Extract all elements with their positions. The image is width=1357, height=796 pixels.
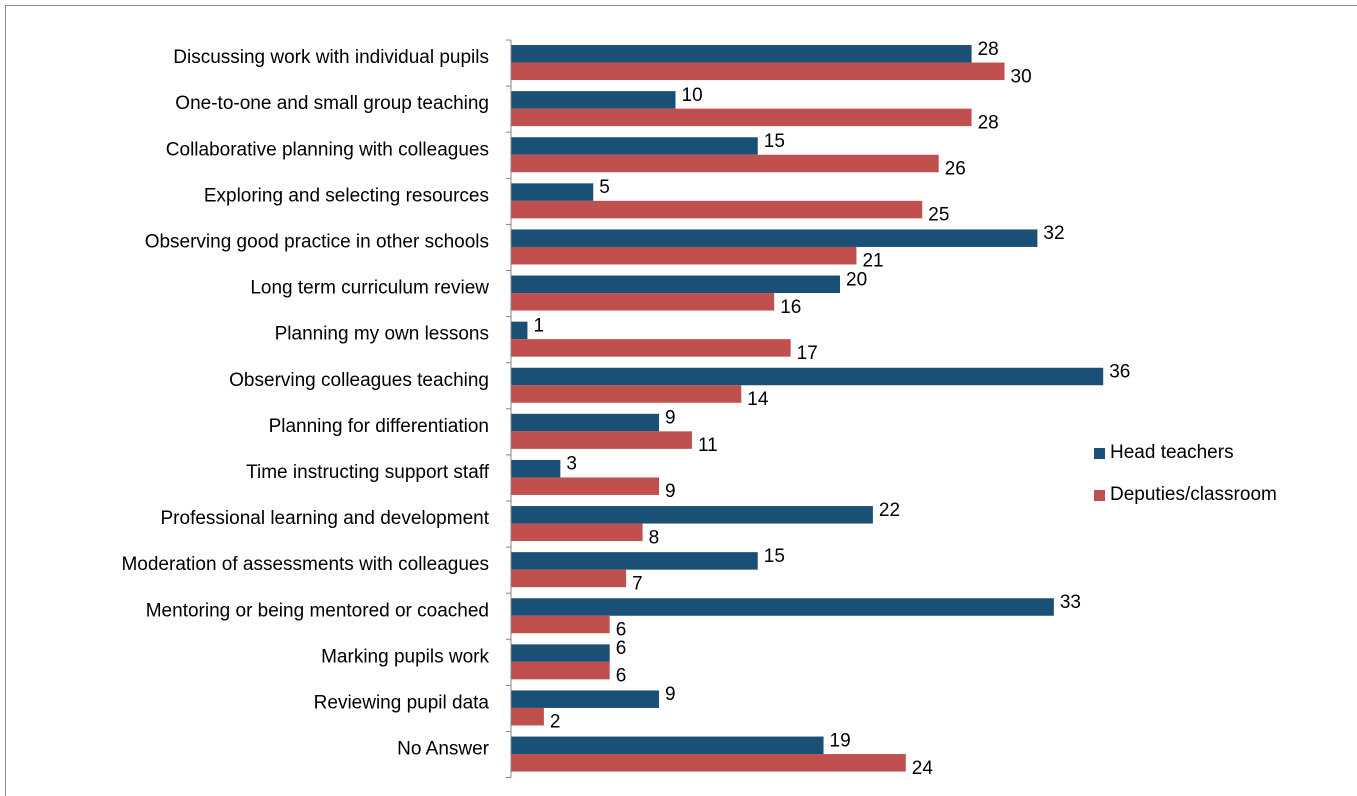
data-label: 9 (665, 481, 676, 502)
bar-head-teachers (511, 413, 660, 432)
data-label: 10 (682, 85, 703, 106)
category-label: Planning my own lessons (275, 324, 489, 345)
data-label: 6 (616, 638, 627, 659)
legend: Head teachers Deputies/classroom (1094, 442, 1277, 505)
data-label: 1 (533, 315, 544, 336)
data-label: 9 (665, 684, 676, 705)
data-label: 21 (862, 251, 883, 272)
category-label: Long term curriculum review (250, 278, 489, 299)
labels-layer: Discussing work with individual pupils 28… (121, 39, 1130, 779)
frame-top-border (5, 5, 1357, 6)
legend-item-head-teachers: Head teachers (1094, 442, 1234, 463)
data-label: 5 (599, 177, 610, 198)
category-label: Reviewing pupil data (314, 692, 490, 713)
data-label: 8 (649, 527, 660, 548)
data-label: 6 (616, 620, 627, 641)
category-label: Exploring and selecting resources (204, 185, 489, 206)
data-label: 26 (945, 159, 966, 180)
bar-deputies-classroom (511, 569, 627, 588)
frame-left-border (5, 5, 6, 796)
bar-head-teachers (511, 552, 758, 570)
bar-deputies-classroom (511, 339, 791, 357)
data-label: 24 (912, 758, 934, 779)
bar-head-teachers (511, 367, 1104, 386)
data-label: 25 (928, 205, 949, 226)
bar-head-teachers (511, 183, 594, 201)
bar-deputies-classroom (511, 385, 742, 403)
bar-deputies-classroom (511, 661, 610, 680)
bar-deputies-classroom (511, 754, 906, 772)
legend-label: Head teachers (1110, 442, 1234, 463)
bar-deputies-classroom (511, 108, 972, 127)
category-label: Planning for differentiation (269, 416, 489, 437)
bar-head-teachers (511, 506, 873, 524)
bar-head-teachers (511, 459, 561, 478)
category-label: Observing good practice in other schools (145, 231, 489, 252)
data-label: 16 (780, 297, 801, 318)
category-label: Discussing work with individual pupils (173, 47, 489, 68)
bar-head-teachers (511, 736, 824, 755)
bar-head-teachers (511, 321, 528, 340)
data-label: 15 (764, 546, 785, 567)
category-label: Mentoring or being mentored or coached (146, 600, 489, 621)
category-label: No Answer (397, 739, 490, 760)
bar-deputies-classroom (511, 523, 643, 542)
category-label: Observing colleagues teaching (229, 370, 489, 391)
data-label: 30 (1011, 66, 1032, 87)
category-label: Moderation of assessments with colleague… (121, 554, 489, 575)
bar-head-teachers (511, 690, 660, 708)
bar-head-teachers (511, 229, 1038, 247)
bar-head-teachers (511, 644, 610, 662)
data-label: 14 (747, 389, 769, 410)
data-label: 36 (1109, 362, 1130, 383)
category-label: Professional learning and development (161, 508, 490, 529)
data-label: 7 (632, 573, 643, 594)
data-label: 32 (1043, 223, 1064, 244)
bar-deputies-classroom (511, 707, 544, 726)
data-label: 33 (1060, 592, 1081, 613)
category-label: Time instructing support staff (246, 462, 490, 483)
data-label: 3 (566, 454, 577, 475)
category-label: One-to-one and small group teaching (175, 93, 489, 114)
data-label: 22 (879, 500, 900, 521)
data-label: 28 (978, 112, 999, 133)
bar-deputies-classroom (511, 477, 660, 495)
bar-deputies-classroom (511, 293, 775, 311)
data-label: 15 (764, 131, 785, 152)
bar-head-teachers (511, 275, 840, 294)
data-label: 19 (830, 730, 851, 751)
bar-deputies-classroom (511, 62, 1005, 81)
category-label: Marking pupils work (321, 646, 489, 667)
legend-label: Deputies/classroom (1110, 484, 1277, 505)
legend-item-deputies-classroom: Deputies/classroom (1094, 484, 1277, 505)
bar-head-teachers (511, 598, 1054, 616)
bar-deputies-classroom (511, 246, 857, 265)
category-axis (506, 39, 512, 779)
data-label: 2 (550, 712, 561, 733)
data-label: 20 (846, 269, 867, 290)
data-label: 11 (698, 435, 718, 456)
bars-layer (511, 45, 1104, 772)
data-label: 6 (616, 666, 627, 687)
bar-deputies-classroom (511, 431, 692, 449)
bar-head-teachers (511, 91, 676, 109)
bar-deputies-classroom (511, 154, 939, 173)
category-label: Collaborative planning with colleagues (166, 139, 489, 160)
bar-head-teachers (511, 45, 972, 63)
bar-deputies-classroom (511, 615, 610, 634)
data-label: 28 (978, 39, 999, 60)
data-label: 17 (797, 343, 818, 364)
legend-swatch (1094, 490, 1105, 501)
bar-head-teachers (511, 137, 758, 155)
bar-deputies-classroom (511, 200, 923, 219)
data-label: 9 (665, 408, 676, 429)
legend-swatch (1094, 448, 1105, 459)
